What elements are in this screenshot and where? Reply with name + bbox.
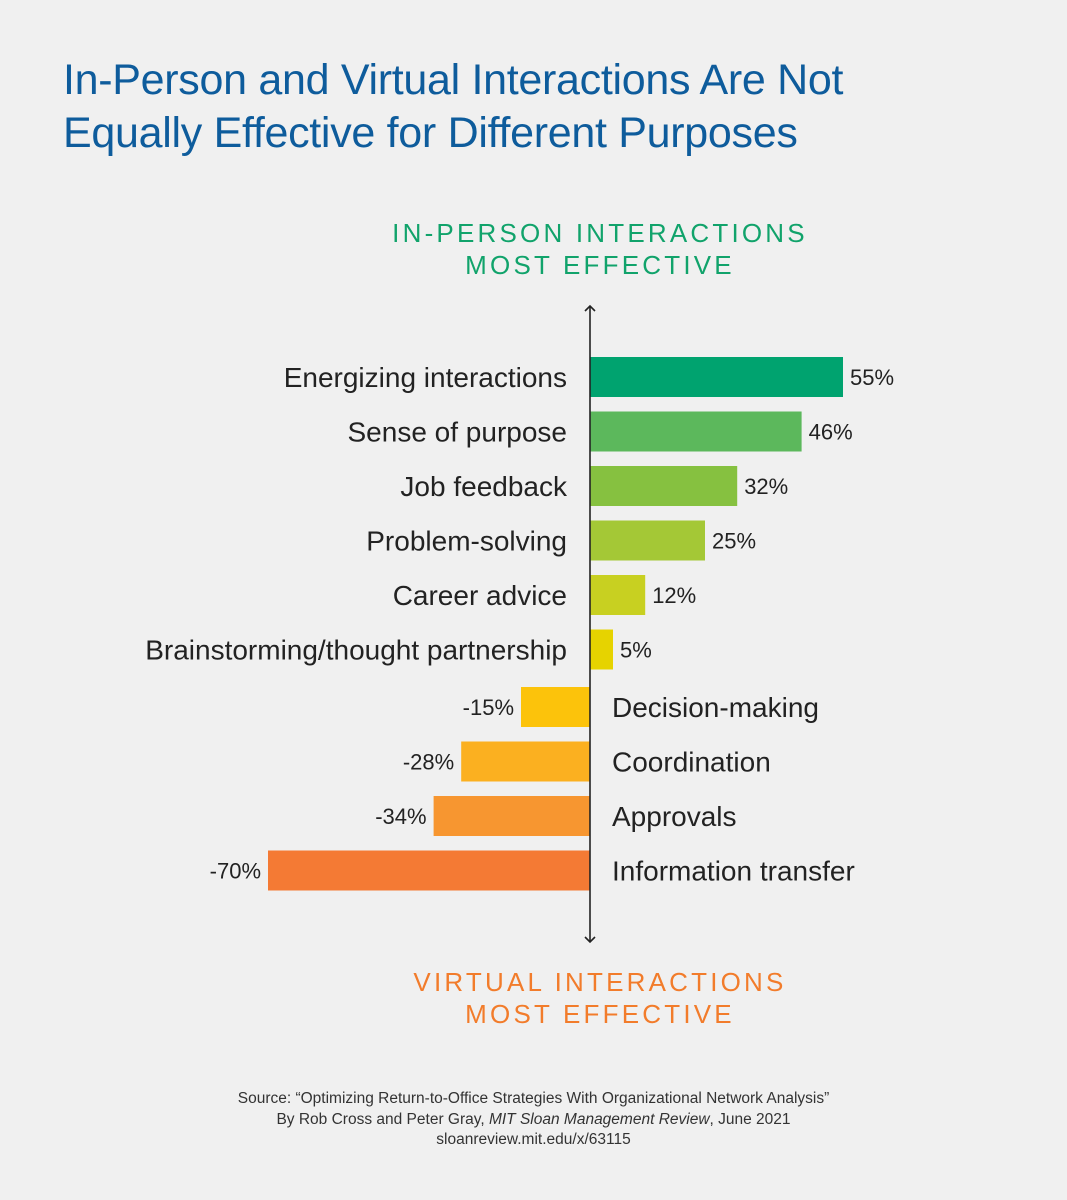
virtual-pole-line-2: MOST EFFECTIVE — [465, 999, 735, 1029]
value-label-decision-making: -15% — [463, 695, 514, 720]
value-label-energizing-interactions: 55% — [850, 365, 894, 390]
category-label-decision-making: Decision-making — [612, 692, 819, 723]
category-label-information-transfer: Information transfer — [612, 856, 855, 887]
in-person-pole-line-2: MOST EFFECTIVE — [465, 250, 735, 280]
bar-job-feedback — [590, 466, 738, 506]
bar-approvals — [433, 796, 590, 836]
source-line-1: Source: “Optimizing Return-to-Office Str… — [237, 1090, 830, 1107]
bar-problem-solving — [590, 520, 705, 561]
bar-energizing-interactions — [590, 357, 843, 397]
source-date: , June 2021 — [709, 1110, 791, 1128]
category-label-career-advice: Career advice — [393, 580, 567, 611]
value-label-brainstorming-thought-partnership: 5% — [620, 638, 652, 663]
category-label-sense-of-purpose: Sense of purpose — [348, 417, 568, 448]
value-label-information-transfer: -70% — [210, 859, 261, 884]
category-label-job-feedback: Job feedback — [400, 471, 568, 502]
value-label-approvals: -34% — [375, 804, 426, 829]
source-citation: Source: “Optimizing Return-to-Office Str… — [0, 1089, 1067, 1151]
category-label-approvals: Approvals — [612, 801, 737, 832]
bar-decision-making — [521, 687, 590, 727]
source-authors: By Rob Cross and Peter Gray, — [276, 1110, 489, 1128]
value-label-coordination: -28% — [403, 750, 454, 775]
chart-title-line-2: Equally Effective for Different Purposes — [63, 109, 798, 157]
bar-sense-of-purpose — [590, 411, 802, 452]
value-label-job-feedback: 32% — [744, 474, 788, 499]
virtual-pole-label: VIRTUAL INTERACTIONS MOST EFFECTIVE — [250, 966, 950, 1030]
bar-coordination — [461, 741, 590, 782]
in-person-pole-label: IN-PERSON INTERACTIONS MOST EFFECTIVE — [250, 217, 950, 281]
in-person-pole-line-1: IN-PERSON INTERACTIONS — [392, 218, 808, 248]
category-label-problem-solving: Problem-solving — [366, 526, 567, 557]
source-url: sloanreview.mit.edu/x/63115 — [436, 1131, 631, 1148]
bar-career-advice — [590, 575, 646, 615]
category-label-brainstorming-thought-partnership: Brainstorming/thought partnership — [145, 635, 567, 666]
chart-title-line-1: In-Person and Virtual Interactions Are N… — [63, 56, 844, 104]
value-label-sense-of-purpose: 46% — [809, 420, 853, 445]
value-label-problem-solving: 25% — [712, 529, 756, 554]
category-label-energizing-interactions: Energizing interactions — [284, 362, 567, 393]
chart-title: In-Person and Virtual Interactions Are N… — [63, 54, 1023, 160]
bar-information-transfer — [268, 850, 590, 891]
source-publication: MIT Sloan Management Review — [488, 1110, 710, 1128]
source-line-2: By Rob Cross and Peter Gray, MIT Sloan M… — [0, 1110, 1067, 1131]
value-label-career-advice: 12% — [652, 583, 696, 608]
virtual-pole-line-1: VIRTUAL INTERACTIONS — [413, 967, 787, 997]
bar-brainstorming-thought-partnership — [590, 629, 613, 670]
category-label-coordination: Coordination — [612, 747, 771, 778]
